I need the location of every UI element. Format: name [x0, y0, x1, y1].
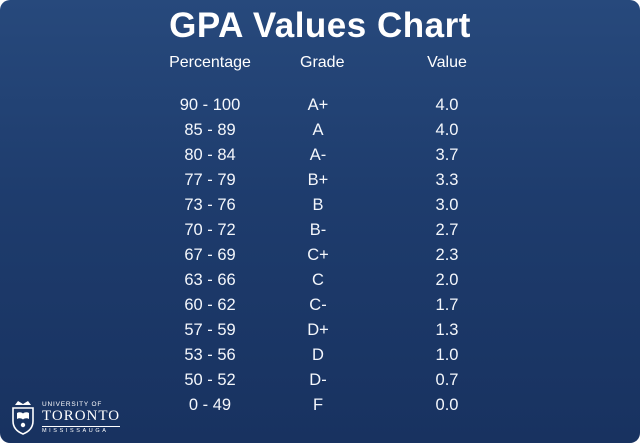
table-row: 50 - 52 D- 0.7	[120, 368, 558, 393]
table-cell: D-	[309, 371, 327, 389]
table-cell: 3.7	[435, 146, 459, 164]
table-cell: 85 - 89	[184, 121, 236, 139]
gpa-table-body: 90 - 100 A+ 4.0 85 - 89 A 4.0 80 - 84 A- 3.7 77 -…	[120, 93, 558, 418]
table-row: 0 - 49 F 0.0	[120, 393, 558, 418]
table-cell: B-	[309, 221, 327, 239]
table-cell: 0.0	[435, 396, 459, 414]
table-cell: C	[312, 271, 324, 289]
table-cell: C+	[307, 246, 329, 264]
table-cell: 1.7	[435, 296, 459, 314]
table-row: 53 - 56 D 1.0	[120, 343, 558, 368]
table-header-row: Percentage Grade Value	[120, 50, 558, 75]
table-cell: B	[312, 196, 324, 214]
table-cell: 63 - 66	[184, 271, 236, 289]
table-cell: A	[312, 121, 324, 139]
table-cell: A+	[307, 96, 329, 114]
table-cell: 2.7	[435, 221, 459, 239]
table-cell: 0.7	[435, 371, 459, 389]
table-row: 63 - 66 C 2.0	[120, 268, 558, 293]
gpa-table: Percentage Grade Value 90 - 100 A+ 4.0 85 -…	[120, 50, 558, 418]
column-header-percentage: Percentage	[169, 53, 251, 71]
uoft-logo: UNIVERSITY OF TORONTO MISSISSAUGA	[10, 399, 121, 435]
logo-toronto: TORONTO	[42, 407, 121, 424]
table-row: 57 - 59 D+ 1.3	[120, 318, 558, 343]
table-cell: 2.0	[435, 271, 459, 289]
table-cell: C-	[309, 296, 327, 314]
table-cell: F	[312, 396, 324, 414]
uoft-crest-icon	[10, 399, 36, 435]
column-header-value: Value	[427, 53, 467, 71]
table-row: 67 - 69 C+ 2.3	[120, 243, 558, 268]
table-row: 70 - 72 B- 2.7	[120, 218, 558, 243]
logo-text: UNIVERSITY OF TORONTO MISSISSAUGA	[42, 400, 121, 434]
table-row: 90 - 100 A+ 4.0	[120, 93, 558, 118]
table-cell: 70 - 72	[184, 221, 236, 239]
table-row: 85 - 89 A 4.0	[120, 118, 558, 143]
table-cell: 53 - 56	[184, 346, 236, 364]
table-cell: 1.0	[435, 346, 459, 364]
table-cell: A-	[309, 146, 327, 164]
table-cell: 0 - 49	[188, 396, 232, 414]
table-cell: B+	[307, 171, 329, 189]
table-cell: D	[312, 346, 324, 364]
table-cell: 60 - 62	[184, 296, 236, 314]
table-cell: 4.0	[435, 96, 459, 114]
table-cell: 1.3	[435, 321, 459, 339]
page-title: GPA Values Chart	[169, 6, 471, 45]
table-row: 80 - 84 A- 3.7	[120, 143, 558, 168]
table-cell: 80 - 84	[184, 146, 236, 164]
table-cell: 57 - 59	[184, 321, 236, 339]
table-row: 73 - 76 B 3.0	[120, 193, 558, 218]
table-row: 77 - 79 B+ 3.3	[120, 168, 558, 193]
table-cell: 90 - 100	[179, 96, 241, 114]
table-cell: 3.3	[435, 171, 459, 189]
table-cell: 3.0	[435, 196, 459, 214]
table-row: 60 - 62 C- 1.7	[120, 293, 558, 318]
table-cell: D+	[307, 321, 329, 339]
table-cell: 77 - 79	[184, 171, 236, 189]
logo-university-of: UNIVERSITY OF	[42, 400, 103, 408]
table-cell: 2.3	[435, 246, 459, 264]
column-header-grade: Grade	[300, 53, 345, 71]
table-cell: 4.0	[435, 121, 459, 139]
table-cell: 73 - 76	[184, 196, 236, 214]
table-cell: 67 - 69	[184, 246, 236, 264]
logo-mississauga: MISSISSAUGA	[42, 425, 121, 434]
table-cell: 50 - 52	[184, 371, 236, 389]
